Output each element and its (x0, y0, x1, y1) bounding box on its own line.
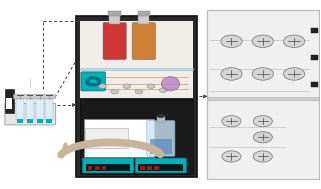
Bar (85, 128, 128, 148)
Circle shape (283, 68, 305, 80)
Circle shape (159, 88, 167, 92)
Circle shape (252, 68, 273, 80)
Circle shape (135, 89, 143, 94)
Bar (36, 99, 44, 120)
FancyBboxPatch shape (147, 121, 175, 156)
Bar (80, 21, 194, 98)
Bar (84, 119, 154, 157)
Circle shape (85, 77, 101, 86)
Bar (311, 82, 318, 87)
Bar (26, 99, 34, 120)
Bar (147, 166, 152, 170)
Bar (76, 16, 197, 177)
Circle shape (253, 116, 272, 127)
Bar (5, 89, 14, 113)
Bar (311, 28, 318, 33)
Bar (138, 164, 183, 171)
Circle shape (99, 84, 106, 88)
Bar (80, 99, 194, 174)
FancyBboxPatch shape (135, 158, 187, 173)
Bar (102, 166, 107, 170)
Circle shape (253, 132, 272, 143)
Bar (46, 94, 53, 96)
Circle shape (221, 35, 242, 48)
Bar (86, 164, 130, 171)
Circle shape (252, 35, 273, 48)
Bar (37, 119, 43, 123)
Bar (17, 119, 23, 123)
Bar (157, 116, 165, 122)
Bar (207, 10, 319, 179)
Bar (150, 139, 172, 154)
Bar (17, 94, 23, 96)
Bar (311, 55, 318, 60)
Circle shape (123, 84, 131, 88)
Circle shape (157, 113, 165, 118)
FancyBboxPatch shape (82, 158, 134, 173)
Bar (6, 98, 13, 109)
Bar (138, 11, 150, 16)
Circle shape (253, 151, 272, 162)
Bar (37, 94, 43, 96)
Circle shape (222, 151, 241, 162)
FancyBboxPatch shape (5, 104, 56, 125)
Bar (140, 166, 145, 170)
Bar (108, 11, 121, 16)
Bar (95, 166, 100, 170)
Bar (138, 14, 149, 24)
FancyBboxPatch shape (132, 22, 155, 60)
Circle shape (111, 89, 118, 94)
Circle shape (147, 84, 155, 88)
FancyBboxPatch shape (103, 22, 126, 60)
Circle shape (222, 116, 241, 127)
Bar (45, 99, 53, 120)
Bar (80, 68, 194, 70)
Bar (27, 119, 33, 123)
Ellipse shape (161, 77, 180, 91)
Bar (154, 166, 159, 170)
Circle shape (221, 68, 242, 80)
Bar (46, 119, 52, 123)
Bar (88, 166, 92, 170)
Circle shape (89, 79, 97, 84)
Circle shape (283, 35, 305, 48)
FancyBboxPatch shape (81, 72, 105, 91)
Bar (16, 99, 24, 120)
Bar (109, 14, 120, 24)
Bar (207, 97, 319, 100)
Bar (13, 94, 55, 98)
Bar (27, 94, 33, 96)
